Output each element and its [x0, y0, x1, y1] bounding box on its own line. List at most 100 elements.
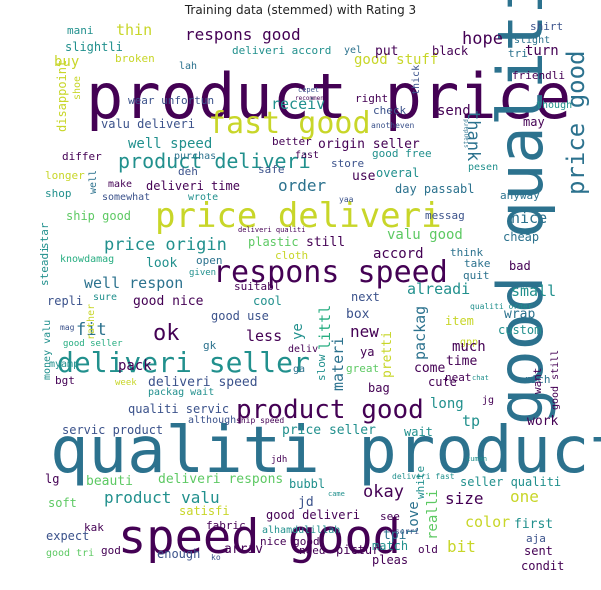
word-aja: aja	[526, 532, 546, 545]
word-anyway: anyway	[500, 189, 540, 202]
word-new: new	[350, 322, 379, 341]
word-packag-wait: packag wait	[148, 387, 214, 398]
word-box: box	[346, 307, 370, 322]
word-receiv: receiv	[271, 95, 325, 113]
word-lah: lah	[179, 61, 197, 72]
chart-title: Training data (stemmed) with Rating 3	[184, 3, 417, 17]
word-product-valu: product valu	[104, 488, 220, 507]
word-one: one	[510, 487, 539, 506]
word-store: store	[331, 157, 364, 170]
word-god: god	[101, 544, 121, 557]
word-respons-speed: respons speed	[213, 255, 448, 290]
word-use: use	[352, 169, 376, 184]
word-disappoint: disappoint	[55, 60, 69, 132]
word-yaa: yaa	[339, 195, 354, 204]
word-packag: packag	[411, 306, 429, 360]
word-fit: fit	[76, 320, 107, 340]
word-better: better	[272, 135, 312, 148]
word-arriv: arriv	[224, 542, 263, 557]
word-messag: messag	[425, 209, 465, 222]
word-open: open	[196, 254, 223, 267]
word-broken: broken	[115, 52, 155, 65]
word-send: send	[437, 103, 471, 119]
word-deliveri-respons: deliveri respons	[158, 472, 283, 487]
word-ship-good: ship good	[66, 209, 131, 223]
word-good-use: good use	[211, 309, 269, 323]
word-fast: fast	[295, 150, 319, 161]
word-seller-qualiti: seller qualiti	[460, 475, 561, 489]
word-see: see	[380, 510, 400, 523]
word-wrap: wrap	[504, 307, 535, 322]
word-pictur: pictur	[336, 543, 379, 557]
word-deliveri-accord: deliveri accord	[232, 44, 331, 57]
word-gk: gk	[203, 339, 217, 352]
word-plastic: plastic	[248, 235, 299, 249]
word-although: although	[188, 415, 236, 426]
word-longer: longer	[45, 169, 85, 182]
word-condit: condit	[521, 559, 564, 573]
word-knowdamag: knowdamag	[60, 254, 114, 265]
word-great: great	[346, 362, 379, 375]
word-somewhat: somewhat	[102, 192, 150, 203]
word-kak: kak	[84, 521, 104, 534]
word-good-deliveri: good deliveri	[266, 508, 360, 522]
word-want: want	[531, 368, 544, 395]
word-jdh: jdh	[271, 455, 287, 465]
word-long: long	[430, 396, 464, 412]
word-mani: mani	[67, 24, 94, 37]
word-neat: neat	[445, 371, 472, 384]
word-given: given	[189, 268, 216, 278]
word-time: time	[446, 354, 477, 369]
word-check: check	[373, 104, 406, 117]
word-pretti: pretti	[380, 331, 395, 378]
word-good-tri: good tri	[46, 548, 94, 559]
word-thin: thin	[116, 21, 152, 39]
word-turn: turn	[525, 43, 559, 59]
word-shoe: shoe	[72, 76, 83, 100]
word-jg: jg	[482, 395, 494, 406]
word-well-respon: well respon	[84, 274, 183, 292]
word-thick: thick	[411, 65, 422, 95]
word-valu-deliveri: valu deliveri	[101, 117, 195, 131]
word-bgt: bgt	[55, 374, 75, 387]
word-wear-unfortun: wear unfortun	[128, 94, 214, 107]
word-cepet: cepet	[298, 86, 319, 94]
word-respons-good: respons good	[185, 25, 301, 44]
word-well-speed: well speed	[128, 136, 212, 152]
word-alhamdulillah: alhamdulillah	[262, 525, 340, 536]
word-yel: yel	[344, 45, 362, 56]
word-good-qualiti: good qualiti	[484, 0, 557, 425]
word-good-seller: good seller	[63, 339, 123, 349]
word-still: still	[306, 235, 345, 250]
word-tp: tp	[462, 412, 480, 430]
word-black: black	[432, 44, 469, 58]
word-work: work	[527, 414, 558, 429]
word-ya: ya	[360, 345, 374, 359]
word-old: old	[418, 543, 438, 556]
word-come: come	[414, 361, 445, 376]
word-though: though	[536, 100, 572, 111]
word-qualiti-servic: qualiti servic	[128, 402, 229, 416]
word-slow: slow	[315, 354, 328, 381]
word-slight: slight	[514, 35, 550, 46]
word-wrote: wrote	[188, 192, 218, 203]
word-gpp: gpp	[460, 337, 478, 348]
word-deliveri-seller: deliveri seller	[57, 346, 310, 379]
word-ye: ye	[290, 323, 306, 340]
word-soft: soft	[48, 496, 77, 510]
word-ga: ga	[293, 364, 305, 375]
word-beauti: beauti	[86, 474, 133, 489]
word-realli: realli	[425, 489, 441, 540]
word-pleas: pleas	[372, 553, 408, 567]
word-color: color	[465, 513, 510, 531]
word-much: much	[452, 339, 486, 355]
word-ship-speed: ship speed	[236, 416, 284, 425]
word-make: make	[108, 179, 132, 190]
word-recommend: recommend	[295, 95, 328, 102]
word-purchas: purchas	[174, 151, 216, 162]
word-safe: safe	[258, 163, 285, 176]
word-rather: rather	[86, 304, 97, 340]
word-price-origin: price origin	[104, 235, 227, 255]
word-buy: buy	[54, 54, 79, 70]
